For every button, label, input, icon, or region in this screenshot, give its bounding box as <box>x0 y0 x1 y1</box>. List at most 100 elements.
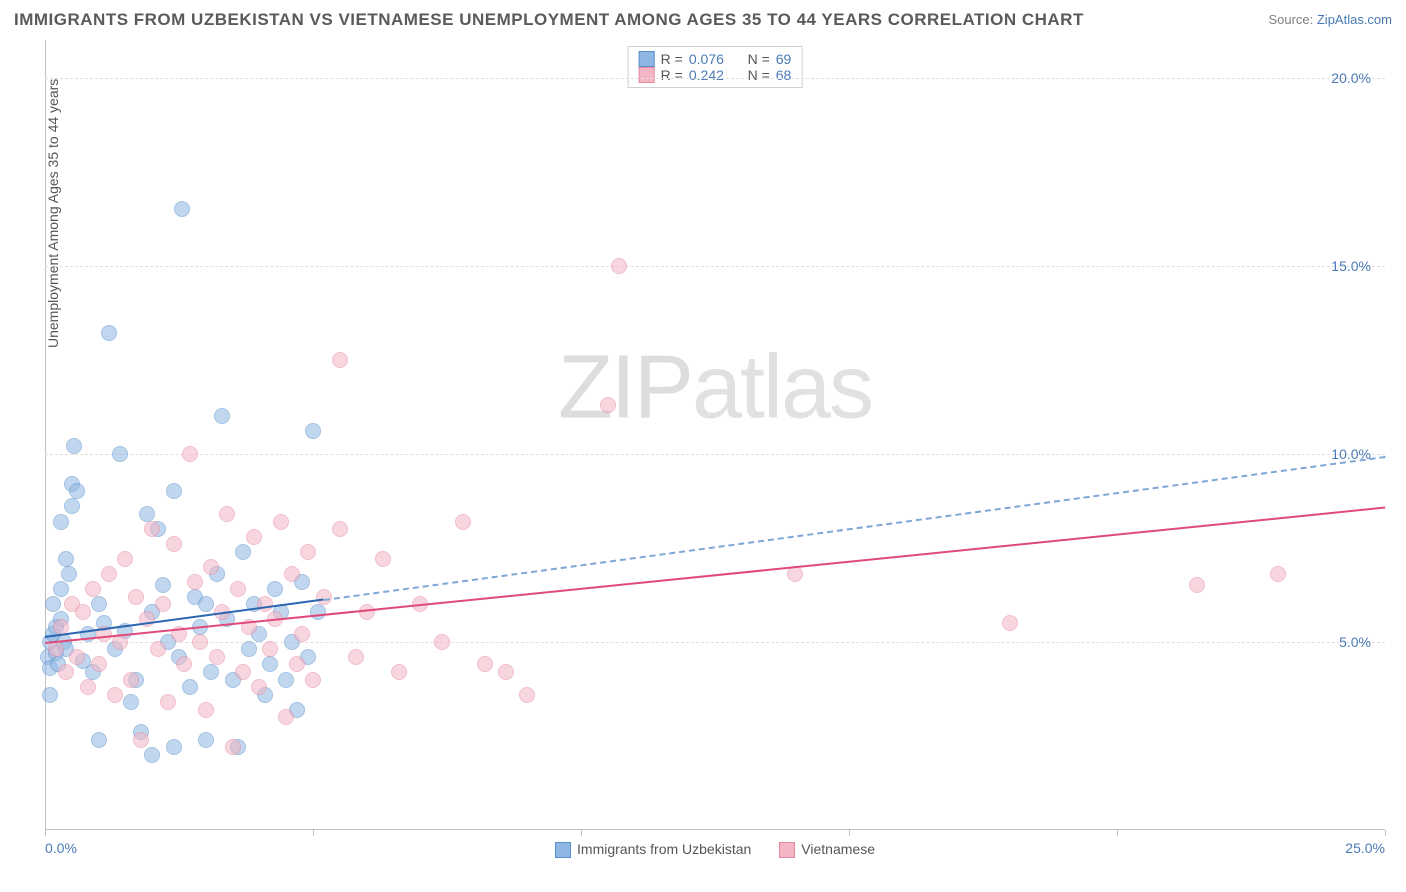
data-point <box>174 201 190 217</box>
data-point <box>600 397 616 413</box>
data-point <box>48 641 64 657</box>
data-point <box>375 551 391 567</box>
data-point <box>1002 615 1018 631</box>
legend-swatch <box>639 51 655 67</box>
legend-swatch <box>555 842 571 858</box>
data-point <box>241 641 257 657</box>
data-point <box>300 544 316 560</box>
data-point <box>182 679 198 695</box>
data-point <box>332 521 348 537</box>
data-point <box>262 641 278 657</box>
data-point <box>160 694 176 710</box>
legend-row: R = 0.242 N = 68 <box>639 67 792 83</box>
x-tick-mark <box>1385 830 1386 836</box>
data-point <box>112 446 128 462</box>
data-point <box>117 551 133 567</box>
data-point <box>107 687 123 703</box>
data-point <box>278 709 294 725</box>
legend-r-value: 0.242 <box>689 67 724 83</box>
data-point <box>198 702 214 718</box>
correlation-legend-box: R = 0.076 N = 69R = 0.242 N = 68 <box>628 46 803 88</box>
data-point <box>85 581 101 597</box>
data-point <box>214 408 230 424</box>
data-point <box>53 514 69 530</box>
data-point <box>1189 577 1205 593</box>
data-point <box>58 664 74 680</box>
data-point <box>42 687 58 703</box>
data-point <box>45 596 61 612</box>
trend-line <box>45 506 1385 643</box>
data-point <box>192 634 208 650</box>
data-point <box>123 672 139 688</box>
y-axis-line <box>45 40 46 830</box>
x-tick-mark <box>581 830 582 836</box>
source-prefix: Source: <box>1268 12 1316 27</box>
legend-swatch <box>639 67 655 83</box>
data-point <box>305 672 321 688</box>
data-point <box>498 664 514 680</box>
gridline <box>45 78 1385 79</box>
data-point <box>69 483 85 499</box>
data-point <box>64 498 80 514</box>
trend-line-extrapolated <box>324 456 1386 601</box>
data-point <box>61 566 77 582</box>
data-point <box>128 589 144 605</box>
data-point <box>91 656 107 672</box>
y-tick-label: 20.0% <box>1331 70 1371 86</box>
data-point <box>166 739 182 755</box>
x-axis-line <box>45 829 1385 830</box>
data-point <box>144 521 160 537</box>
series-legend-item: Vietnamese <box>779 841 875 858</box>
legend-n-label: N = <box>748 51 770 67</box>
legend-n-value: 69 <box>776 51 792 67</box>
correlation-scatter-chart: Unemployment Among Ages 35 to 44 years Z… <box>45 40 1385 830</box>
data-point <box>434 634 450 650</box>
data-point <box>246 529 262 545</box>
data-point <box>262 656 278 672</box>
source-link[interactable]: ZipAtlas.com <box>1317 12 1392 27</box>
data-point <box>101 325 117 341</box>
data-point <box>80 679 96 695</box>
gridline <box>45 266 1385 267</box>
y-axis-label: Unemployment Among Ages 35 to 44 years <box>45 79 61 348</box>
data-point <box>294 626 310 642</box>
data-point <box>278 672 294 688</box>
data-point <box>123 694 139 710</box>
series-legend-item: Immigrants from Uzbekistan <box>555 841 751 858</box>
data-point <box>91 732 107 748</box>
data-point <box>66 438 82 454</box>
legend-r-label: R = <box>661 51 683 67</box>
data-point <box>182 446 198 462</box>
data-point <box>133 732 149 748</box>
data-point <box>219 506 235 522</box>
data-point <box>225 739 241 755</box>
gridline <box>45 454 1385 455</box>
data-point <box>257 596 273 612</box>
data-point <box>155 596 171 612</box>
data-point <box>1270 566 1286 582</box>
data-point <box>155 577 171 593</box>
watermark: ZIPatlas <box>558 336 872 439</box>
x-tick-mark <box>849 830 850 836</box>
data-point <box>176 656 192 672</box>
data-point <box>101 566 117 582</box>
x-tick-label: 0.0% <box>45 840 77 856</box>
x-tick-mark <box>313 830 314 836</box>
series-legend: Immigrants from Uzbekistan Vietnamese <box>555 841 875 858</box>
data-point <box>332 352 348 368</box>
data-point <box>455 514 471 530</box>
data-point <box>144 747 160 763</box>
data-point <box>310 604 326 620</box>
data-point <box>230 581 246 597</box>
data-point <box>198 732 214 748</box>
data-point <box>198 596 214 612</box>
data-point <box>235 664 251 680</box>
chart-title: IMMIGRANTS FROM UZBEKISTAN VS VIETNAMESE… <box>14 10 1084 30</box>
legend-r-label: R = <box>661 67 683 83</box>
data-point <box>267 581 283 597</box>
data-point <box>203 559 219 575</box>
data-point <box>209 649 225 665</box>
data-point <box>166 536 182 552</box>
data-point <box>611 258 627 274</box>
y-tick-label: 15.0% <box>1331 258 1371 274</box>
